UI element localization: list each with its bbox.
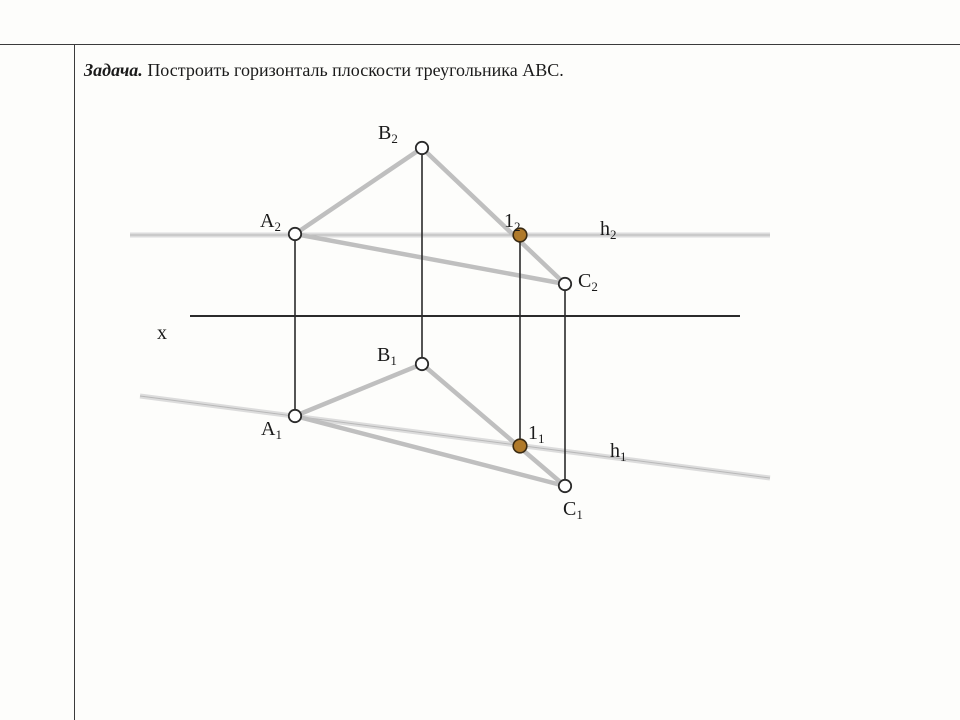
label-11: 11: [528, 422, 545, 445]
axis-x-label: x: [157, 322, 167, 345]
label-12: 12: [504, 210, 521, 233]
label-A2: A2: [260, 210, 281, 233]
label-C1: C1: [563, 498, 583, 521]
label-B1: B1: [377, 344, 397, 367]
label-h2: h2: [600, 218, 617, 241]
diagram-svg: [0, 0, 960, 720]
label-h1: h1: [610, 440, 627, 463]
label-B2: B2: [378, 122, 398, 145]
label-C2: C2: [578, 270, 598, 293]
label-A1: A1: [261, 418, 282, 441]
